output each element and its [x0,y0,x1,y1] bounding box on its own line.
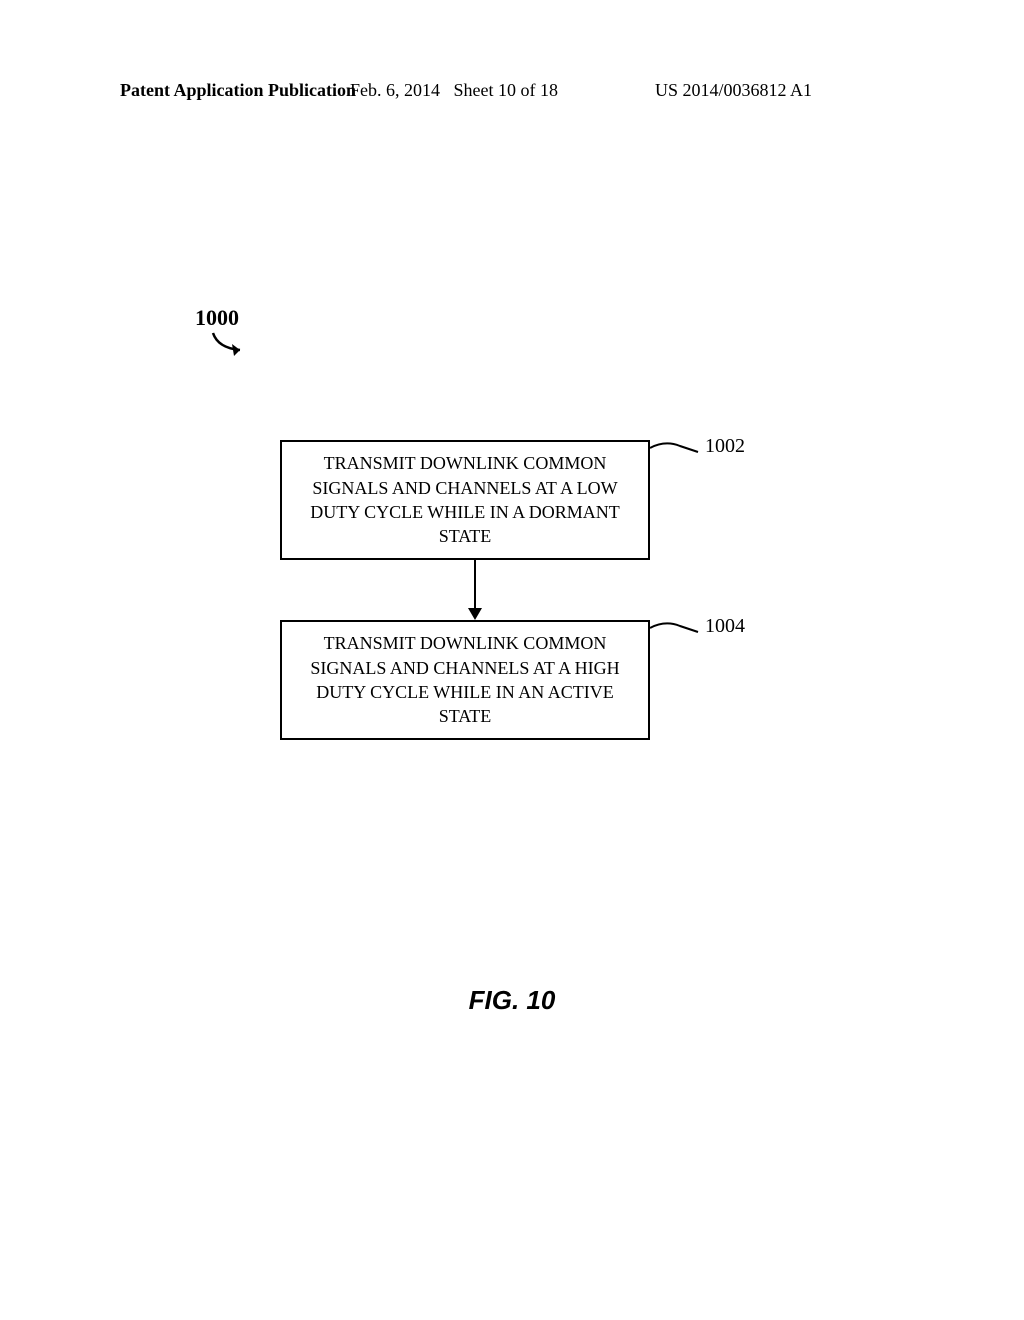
page: Patent Application Publication Feb. 6, 2… [0,0,1024,1320]
flowchart-step-2-text: TRANSMIT DOWNLINK COMMON SIGNALS AND CHA… [302,631,628,728]
header-publication: Patent Application Publication [120,80,356,101]
header-date: Feb. 6, 2014 [350,80,440,100]
flowchart-step-1-text: TRANSMIT DOWNLINK COMMON SIGNALS AND CHA… [302,451,628,548]
diagram-reference-label: 1000 [195,305,239,331]
leader-line-2-icon [650,618,705,643]
header-sheet: Sheet 10 of 18 [454,80,558,100]
connector-arrow-icon [465,560,485,622]
figure-caption: FIG. 10 [0,985,1024,1016]
flowchart-step-2: TRANSMIT DOWNLINK COMMON SIGNALS AND CHA… [280,620,650,740]
flowchart-step-2-label: 1004 [705,615,745,638]
flowchart-step-1-label: 1002 [705,435,745,458]
header-date-sheet: Feb. 6, 2014 Sheet 10 of 18 [350,80,558,101]
leader-line-1-icon [650,438,705,463]
header-pubno: US 2014/0036812 A1 [655,80,812,101]
reference-arrow-icon [208,330,258,360]
flowchart-step-1: TRANSMIT DOWNLINK COMMON SIGNALS AND CHA… [280,440,650,560]
